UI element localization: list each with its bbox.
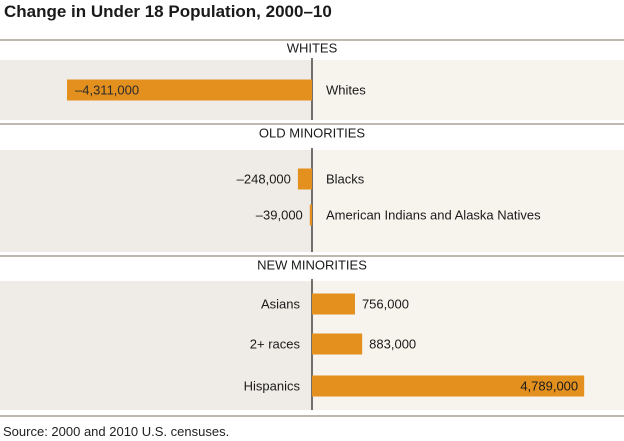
category-label: American Indians and Alaska Natives bbox=[326, 207, 541, 222]
value-label: –248,000 bbox=[237, 171, 291, 186]
bar bbox=[297, 168, 312, 190]
source-note: Source: 2000 and 2010 U.S. censuses. bbox=[3, 424, 230, 439]
value-label: –39,000 bbox=[256, 207, 303, 222]
panel-right bbox=[312, 60, 624, 120]
category-label: Blacks bbox=[326, 171, 365, 186]
bar bbox=[312, 333, 363, 355]
value-label: 883,000 bbox=[369, 336, 416, 351]
group-title: NEW MINORITIES bbox=[257, 257, 367, 272]
group-title: WHITES bbox=[287, 40, 338, 55]
panel-left bbox=[0, 150, 312, 252]
chart-title: Change in Under 18 Population, 2000–10 bbox=[4, 2, 332, 21]
bar bbox=[312, 293, 355, 315]
group-title: OLD MINORITIES bbox=[259, 125, 366, 140]
panel-left bbox=[0, 281, 312, 410]
panel-right bbox=[312, 150, 624, 252]
bar bbox=[309, 204, 312, 226]
category-label: 2+ races bbox=[250, 336, 301, 351]
value-label: 4,789,000 bbox=[520, 378, 578, 393]
category-label: Asians bbox=[261, 296, 301, 311]
category-label: Hispanics bbox=[244, 378, 301, 393]
value-label: –4,311,000 bbox=[75, 82, 139, 97]
bar bbox=[67, 79, 312, 101]
bar bbox=[312, 375, 585, 397]
value-label: 756,000 bbox=[362, 296, 409, 311]
category-label: Whites bbox=[326, 82, 366, 97]
